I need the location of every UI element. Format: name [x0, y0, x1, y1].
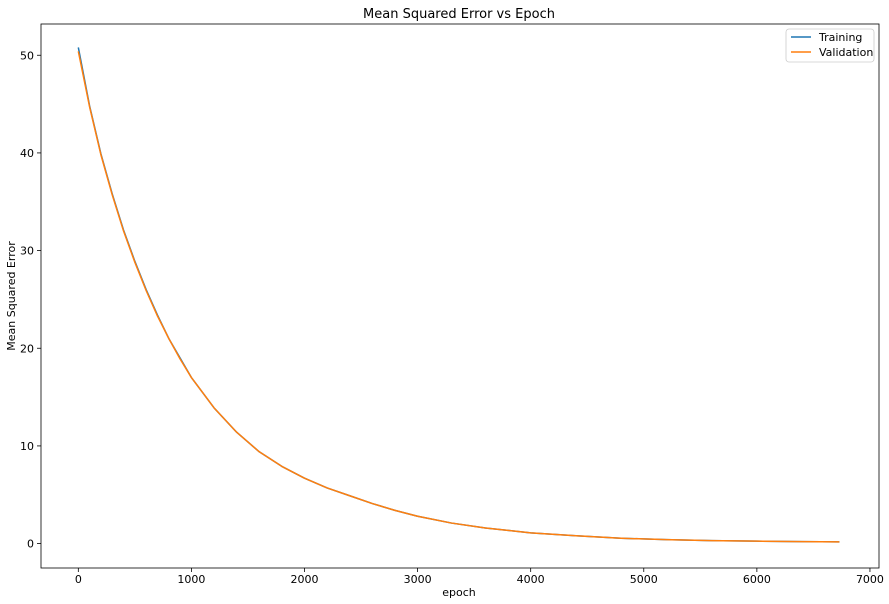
- series-line-training: [77, 47, 840, 543]
- y-tick-label-1: 10: [20, 440, 34, 453]
- legend-label-training: Training: [818, 31, 862, 44]
- x-tick-label-6: 6000: [743, 573, 771, 586]
- x-tick-label-3: 3000: [404, 573, 432, 586]
- y-tick-label-2: 20: [20, 342, 34, 355]
- series-line-validation: [77, 51, 840, 543]
- plot-frame: [40, 23, 880, 569]
- x-axis-label: epoch: [442, 586, 476, 599]
- legend-label-validation: Validation: [819, 46, 873, 59]
- x-tick-label-0: 0: [75, 573, 82, 586]
- legend: Training Validation: [785, 28, 875, 63]
- x-tick-label-4: 4000: [517, 573, 545, 586]
- x-tick-label-5: 5000: [630, 573, 658, 586]
- axis-ticks: 0 1000 2000 3000 4000 5000 6000 7000 0 10 20 30 40 50: [20, 49, 884, 586]
- x-tick-label-1: 1000: [177, 573, 205, 586]
- x-tick-label-2: 2000: [291, 573, 319, 586]
- series-group: [77, 47, 840, 543]
- x-tick-label-7: 7000: [856, 573, 884, 586]
- y-axis-label: Mean Squared Error: [5, 241, 18, 351]
- y-tick-label-0: 0: [27, 538, 34, 551]
- chart-title: Mean Squared Error vs Epoch: [363, 7, 555, 22]
- y-tick-label-4: 40: [20, 147, 34, 160]
- y-tick-label-5: 50: [20, 49, 34, 62]
- y-tick-label-3: 30: [20, 245, 34, 258]
